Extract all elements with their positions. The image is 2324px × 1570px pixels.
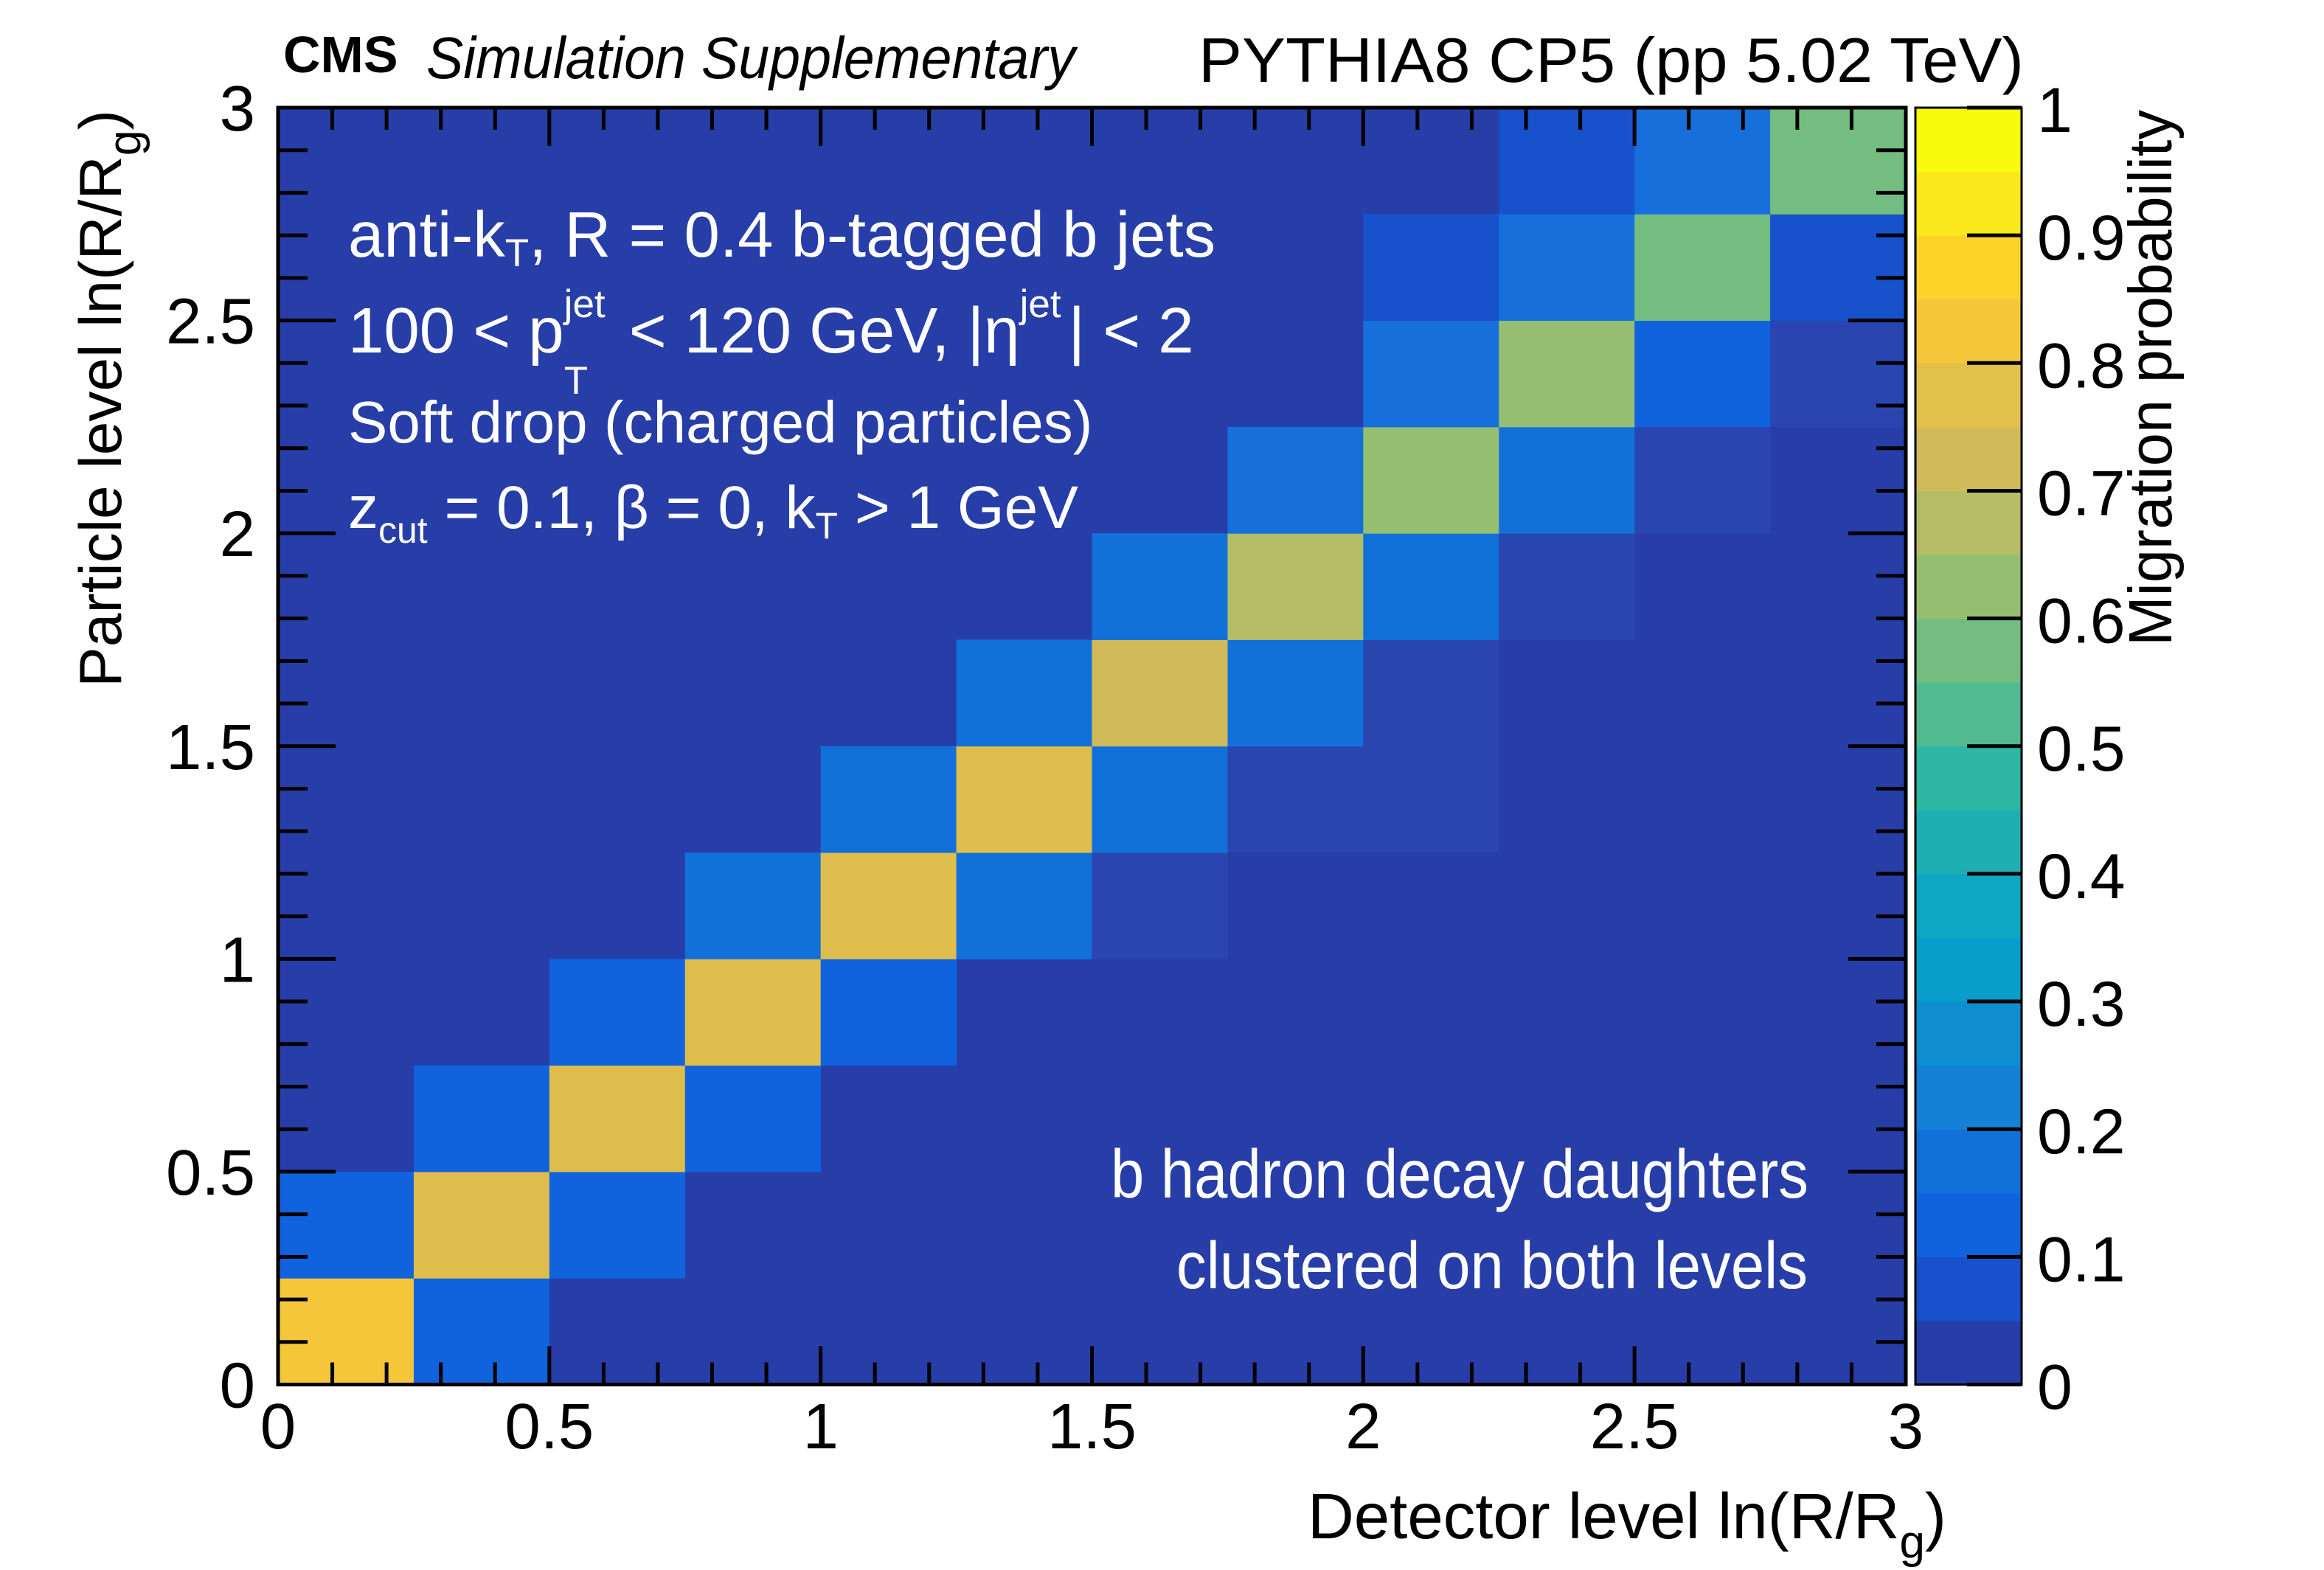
svg-text:0: 0 xyxy=(260,1391,296,1462)
svg-text:0.1: 0.1 xyxy=(2037,1224,2126,1295)
svg-text:0.5: 0.5 xyxy=(504,1391,594,1462)
svg-text:0.7: 0.7 xyxy=(2037,459,2126,529)
svg-text:0.2: 0.2 xyxy=(2037,1097,2126,1167)
svg-text:0.8: 0.8 xyxy=(2037,330,2126,401)
svg-text:0.5: 0.5 xyxy=(2037,714,2126,785)
svg-text:0.6: 0.6 xyxy=(2037,586,2126,657)
svg-text:anti-kT, R = 0.4 b-tagged b je: anti-kT, R = 0.4 b-tagged b jets xyxy=(348,199,1215,275)
svg-text:0.3: 0.3 xyxy=(2037,969,2126,1040)
svg-text:0.5: 0.5 xyxy=(166,1137,255,1209)
svg-text:1: 1 xyxy=(220,924,255,996)
svg-text:2: 2 xyxy=(1345,1391,1381,1462)
svg-text:2.5: 2.5 xyxy=(1590,1391,1679,1462)
svg-text:2.5: 2.5 xyxy=(166,286,255,358)
svg-text:Simulation Supplementary: Simulation Supplementary xyxy=(426,25,1079,91)
svg-text:PYTHIA8 CP5 (pp 5.02 TeV): PYTHIA8 CP5 (pp 5.02 TeV) xyxy=(1199,26,2024,96)
svg-text:clustered on both levels: clustered on both levels xyxy=(1176,1229,1808,1303)
svg-text:zcut = 0.1, β = 0, kT > 1 GeV: zcut = 0.1, β = 0, kT > 1 GeV xyxy=(348,474,1078,551)
svg-text:1: 1 xyxy=(803,1391,839,1462)
svg-text:2: 2 xyxy=(220,499,255,570)
svg-text:3: 3 xyxy=(1888,1391,1924,1462)
svg-text:1.5: 1.5 xyxy=(1047,1391,1137,1462)
svg-text:3: 3 xyxy=(220,73,255,145)
svg-text:1: 1 xyxy=(2037,75,2072,146)
svg-text:CMS: CMS xyxy=(283,26,398,83)
svg-text:Soft drop (charged particles): Soft drop (charged particles) xyxy=(348,389,1092,455)
svg-text:0.9: 0.9 xyxy=(2037,203,2126,274)
svg-text:b hadron decay daughters: b hadron decay daughters xyxy=(1111,1136,1808,1212)
svg-text:0.4: 0.4 xyxy=(2037,841,2126,912)
svg-text:1.5: 1.5 xyxy=(166,712,255,783)
svg-text:Migration probability: Migration probability xyxy=(2116,110,2185,646)
svg-text:0: 0 xyxy=(220,1350,255,1422)
svg-text:0: 0 xyxy=(2037,1352,2072,1423)
